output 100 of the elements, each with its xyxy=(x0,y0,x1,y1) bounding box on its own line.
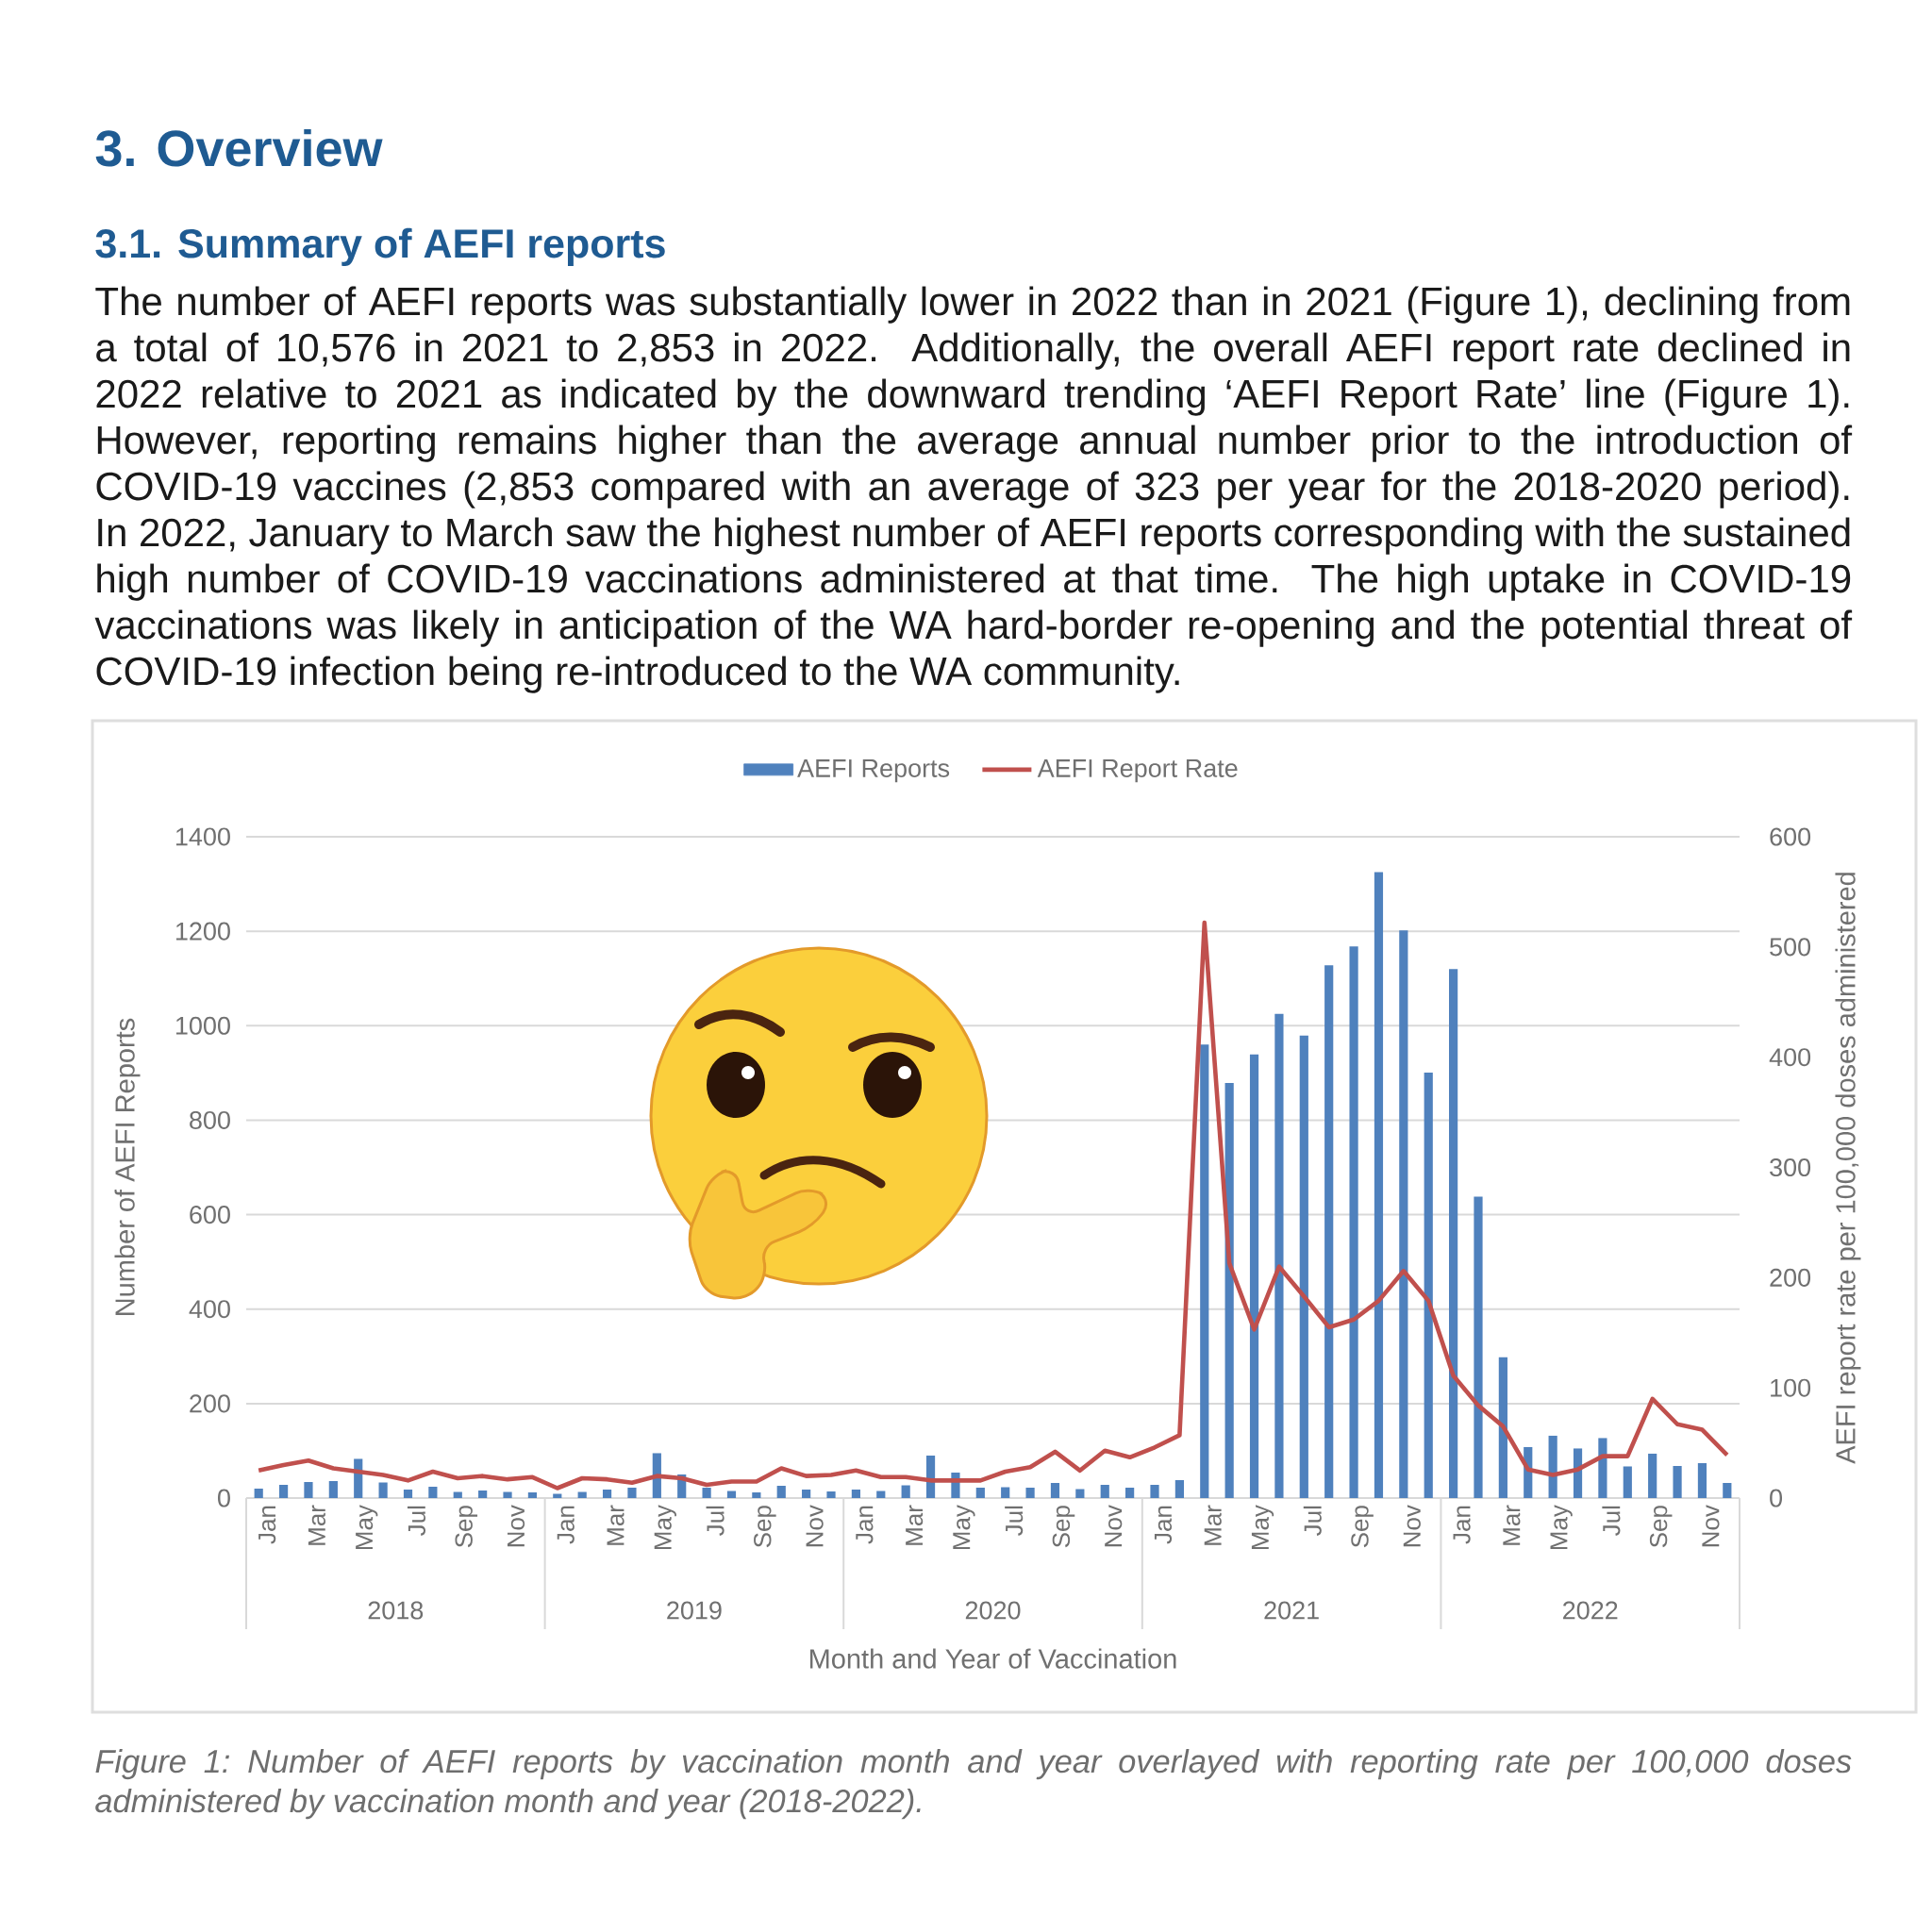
bar xyxy=(1299,1035,1308,1499)
bar xyxy=(1374,872,1384,1499)
x-tick-label: Mar xyxy=(308,1505,326,1545)
text: The number of AEFI reports was substantially lower in 2022 than in 2021 (Figure 1), declining from a total of 10,576 in 2021 to 2,853 in 2022. Additionally, the overall AEFI report rate declined in 2022 relative to 2021 as indicated by the downward trending ‘AEFI Report Rate’ line (Figure 1). However, reporting remains higher than the average annual number prior to the introduction of COVID-19 vaccines (2,853 compared with an average of 323 per year for the 2018-2020 period). In 2022, January to March saw the highest number of AEFI reports corresponding with the sustained high number of COVID-19 vaccinations administered at that time. The high uptake in COVID-19 vaccinations was likely in anticipation of the WA hard-border re-opening and the potential threat of COVID-19 infection being re-introduced to the WA community. xyxy=(94,286,1853,693)
text: 2020 xyxy=(965,1601,1021,1620)
bar xyxy=(278,1485,289,1499)
y2-tick-label: 600 xyxy=(1770,827,1811,846)
bar xyxy=(726,1491,737,1499)
legend-label: AEFI Reports xyxy=(797,759,950,783)
y2-tick-label: 400 xyxy=(1769,1048,1811,1067)
text: 2021 xyxy=(1264,1601,1319,1620)
y2-tick-label: 200 xyxy=(1770,1268,1811,1287)
bar xyxy=(527,1492,538,1499)
bar xyxy=(1723,1483,1732,1499)
bar xyxy=(378,1482,388,1499)
x-tick-label: May xyxy=(654,1505,676,1550)
bar xyxy=(1200,1044,1209,1499)
text: 2018 xyxy=(368,1601,424,1620)
x-tick-label: Nov xyxy=(1105,1505,1123,1547)
y-axis-title: Number of AEFI Reports xyxy=(114,1018,141,1315)
bar xyxy=(304,1482,313,1499)
bar xyxy=(1424,1072,1433,1499)
bar xyxy=(1498,1357,1507,1499)
bar xyxy=(802,1490,811,1499)
bar xyxy=(503,1491,512,1499)
bar xyxy=(1324,965,1334,1499)
bar xyxy=(1274,1013,1284,1499)
chart-title: 3. Overview xyxy=(95,128,383,167)
bar xyxy=(1697,1462,1707,1499)
x-tick-label: Mar xyxy=(607,1505,625,1545)
x-tick-label: Nov xyxy=(1702,1505,1720,1547)
bar xyxy=(1623,1466,1632,1499)
x-tick-label: Jan xyxy=(856,1506,874,1544)
x-tick-label: Jul xyxy=(407,1506,426,1536)
x-tick-label: Mar xyxy=(906,1505,924,1545)
bar xyxy=(876,1491,886,1499)
bar xyxy=(1573,1448,1583,1499)
x-tick-label: May xyxy=(953,1505,975,1550)
bar xyxy=(776,1486,786,1499)
bar xyxy=(1673,1465,1682,1499)
bar xyxy=(1150,1485,1159,1499)
x-tick-label: May xyxy=(356,1505,378,1550)
bar xyxy=(1449,969,1458,1499)
bar xyxy=(1349,946,1358,1499)
bar xyxy=(1174,1480,1184,1499)
x-tick-label: Sep xyxy=(1649,1506,1673,1548)
x-tick-label: May xyxy=(1550,1505,1573,1550)
caption: Figure 1: Number of AEFI reports by vaccination month and year overlayed with reporting rate per 100,000 doses administered by vaccination month and year (2018-2022). xyxy=(95,1749,1852,1820)
x-tick-label: Nov xyxy=(507,1505,525,1547)
x-tick-label: Jul xyxy=(1005,1506,1024,1536)
bar xyxy=(752,1492,761,1499)
y2-tick-label: 500 xyxy=(1770,938,1811,957)
y2-tick-label: 0 xyxy=(1770,1489,1783,1507)
bar xyxy=(453,1491,462,1499)
y-tick-label: 600 xyxy=(190,1206,230,1224)
bar xyxy=(577,1491,587,1499)
y-tick-label: 1000 xyxy=(175,1016,230,1035)
bar xyxy=(1548,1435,1557,1499)
chart-subtitle: 3.1. Summary of AEFI reports xyxy=(95,227,665,266)
x-tick-label: Nov xyxy=(1403,1505,1421,1547)
bar xyxy=(1224,1082,1234,1499)
bar xyxy=(702,1488,711,1499)
text: 2019 xyxy=(667,1601,722,1620)
y-tick-label: 1400 xyxy=(175,827,230,846)
bar xyxy=(403,1490,413,1499)
y-tick-label: 800 xyxy=(190,1110,230,1129)
bar xyxy=(1025,1488,1035,1499)
bar xyxy=(1075,1489,1085,1499)
bar xyxy=(478,1491,488,1499)
x-tick-label: Sep xyxy=(1052,1506,1075,1548)
x-tick-label: Mar xyxy=(1503,1505,1521,1545)
x-tick-label: Nov xyxy=(806,1505,824,1547)
bar xyxy=(1125,1488,1135,1499)
legend-label: AEFI Report Rate xyxy=(1037,759,1238,783)
bar xyxy=(1100,1485,1109,1499)
y-tick-label: 1200 xyxy=(175,922,230,941)
bar xyxy=(254,1489,263,1499)
bar xyxy=(1598,1438,1607,1499)
bar xyxy=(428,1487,438,1499)
x-tick-label: Jan xyxy=(1154,1506,1173,1544)
x-tick-label: Jul xyxy=(1602,1506,1621,1536)
bar xyxy=(602,1490,612,1499)
bar xyxy=(627,1488,637,1499)
text: 2022 xyxy=(1563,1601,1618,1620)
bar xyxy=(328,1481,338,1499)
y2-tick-label: 300 xyxy=(1770,1158,1811,1177)
x-axis-title: Month and Year of Vaccination xyxy=(810,1648,1176,1669)
bar xyxy=(1050,1483,1060,1499)
x-tick-label: Sep xyxy=(455,1506,478,1548)
bar xyxy=(1648,1453,1657,1499)
bar xyxy=(826,1491,836,1499)
y-tick-label: 0 xyxy=(218,1489,230,1507)
y2-axis-title: AEFI report rate per 100,000 doses administered xyxy=(1835,873,1861,1464)
bar xyxy=(1399,930,1408,1499)
x-tick-label: Jan xyxy=(1453,1506,1471,1544)
x-tick-label: Jan xyxy=(258,1506,276,1544)
y-tick-label: 200 xyxy=(190,1394,230,1413)
x-tick-label: Jan xyxy=(557,1506,575,1544)
bar xyxy=(975,1488,985,1499)
bar xyxy=(1249,1054,1259,1499)
